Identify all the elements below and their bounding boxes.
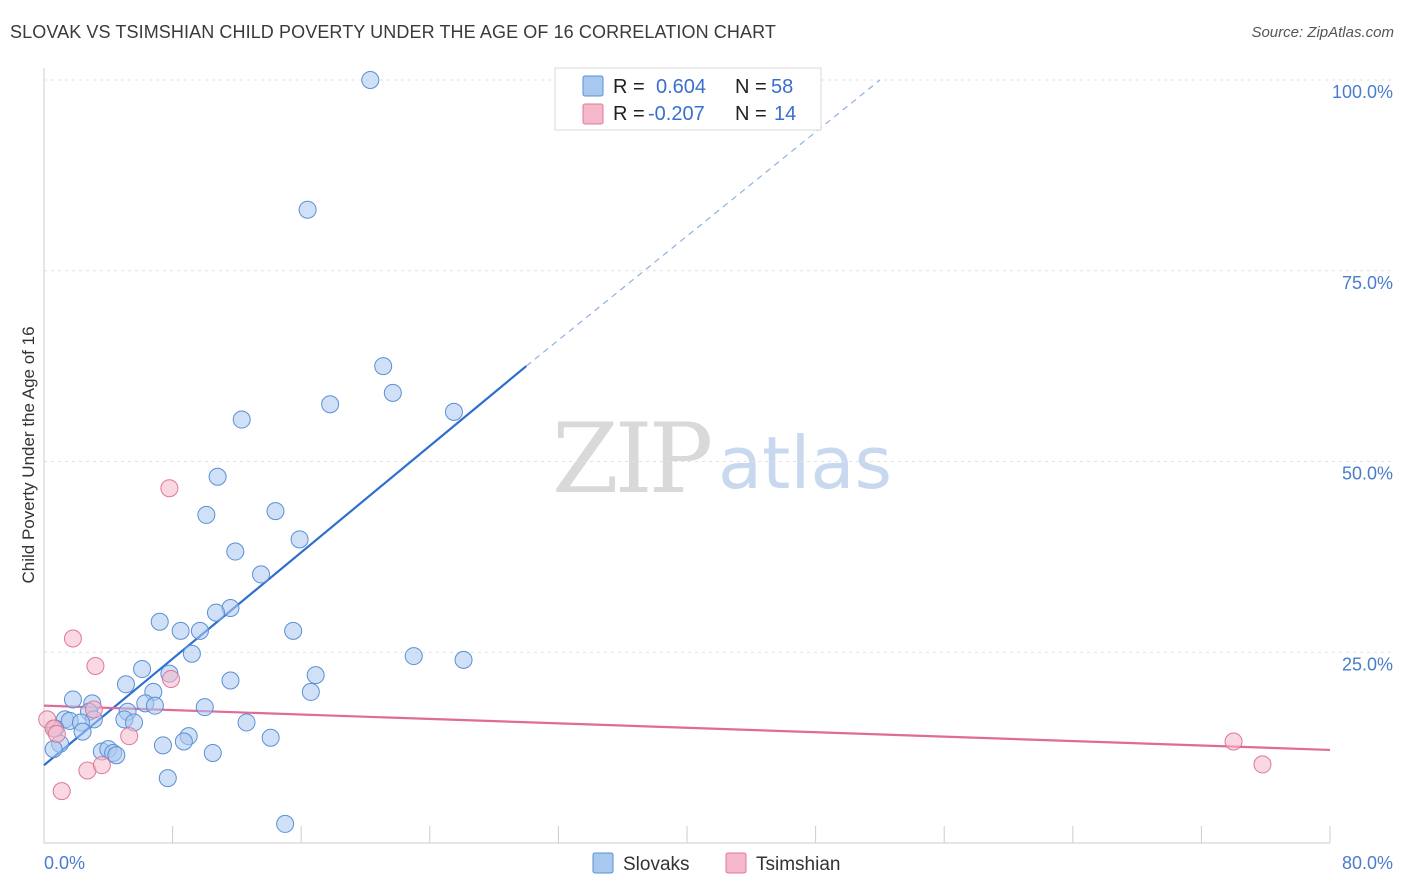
point-slovaks [298,200,317,219]
point-tsimshian [84,700,103,719]
point-slovaks [150,612,169,631]
point-tsimshian [86,656,105,675]
legend-r-value-tsimshian: -0.207 [648,103,705,125]
point-slovaks [208,467,227,486]
point-slovaks [226,542,245,561]
point-slovaks [116,675,135,694]
point-tsimshian [52,782,71,801]
x-tick-label-max: 80.0% [1342,853,1393,873]
watermark-zip: ZIP [552,403,711,515]
series-legend: Slovaks Tsimshian [592,852,840,875]
point-slovaks [174,732,193,751]
scatter-points [38,71,1272,833]
point-slovaks [107,746,126,765]
point-tsimshian [47,724,66,743]
point-tsimshian [63,629,82,648]
point-tsimshian [120,727,139,746]
x-axis-ticks [43,826,1331,843]
point-slovaks [63,690,82,709]
series-legend-label-slovaks: Slovaks [623,854,690,875]
gridlines [44,79,1393,653]
chart-title: SLOVAK VS TSIMSHIAN CHILD POVERTY UNDER … [10,22,776,42]
point-slovaks [221,671,240,690]
point-slovaks [73,722,92,741]
point-tsimshian [160,479,179,498]
point-slovaks [195,698,214,717]
point-slovaks [207,603,226,622]
point-slovaks [321,395,340,414]
point-tsimshian [1253,755,1272,774]
legend-swatch-slovaks [582,75,604,97]
point-slovaks [284,621,303,640]
legend-swatch-tsimshian [582,103,604,125]
legend-r-label-slovaks: R = [613,76,645,98]
point-slovaks [203,743,222,762]
legend-n-label-slovaks: N = [735,76,767,98]
point-tsimshian [92,756,111,775]
point-slovaks [404,647,423,666]
watermark-atlas: atlas [718,421,892,505]
point-slovaks [171,621,190,640]
point-slovaks [306,666,325,685]
legend-r-label-tsimshian: R = [613,103,645,125]
y-axis-tick-labels: 25.0% 50.0% 75.0% 100.0% [1332,82,1393,674]
point-slovaks [133,660,152,679]
point-slovaks [158,769,177,788]
source-credit: Source: ZipAtlas.com [1251,24,1394,41]
y-tick-label: 25.0% [1342,654,1393,674]
trend-line-slovaks [43,365,527,767]
y-axis-label: Child Poverty Under the Age of 16 [19,326,38,583]
point-slovaks [266,502,285,521]
point-slovaks [232,410,251,429]
point-tsimshian [161,669,180,688]
point-slovaks [290,530,309,549]
point-slovaks [252,565,271,584]
legend-n-value-slovaks: 58 [771,76,793,98]
point-slovaks [261,728,280,747]
legend-r-value-slovaks: 0.604 [656,76,706,98]
point-slovaks [237,713,256,732]
y-tick-label: 100.0% [1332,82,1393,102]
series-legend-swatch-tsimshian [725,852,747,874]
point-slovaks [276,814,295,833]
series-legend-label-tsimshian: Tsimshian [756,854,840,875]
point-slovaks [374,357,393,376]
point-slovaks [182,644,201,663]
point-slovaks [145,696,164,715]
y-tick-label: 50.0% [1342,464,1393,484]
point-slovaks [44,740,63,759]
point-slovaks [301,682,320,701]
correlation-legend: R = 0.604 N = 58 R = -0.207 N = 14 [554,67,822,131]
legend-n-label-tsimshian: N = [735,103,767,125]
x-tick-label-min: 0.0% [44,853,85,873]
legend-n-value-tsimshian: 14 [774,103,796,125]
trend-line-tsimshian [43,704,1331,752]
point-slovaks [444,402,463,421]
point-slovaks [190,621,209,640]
point-slovaks [454,650,473,669]
point-slovaks [153,736,172,755]
point-tsimshian [1224,732,1243,751]
series-legend-swatch-slovaks [592,852,614,874]
y-tick-label: 75.0% [1342,273,1393,293]
point-slovaks [383,383,402,402]
point-slovaks [197,505,216,524]
point-slovaks [361,71,380,89]
